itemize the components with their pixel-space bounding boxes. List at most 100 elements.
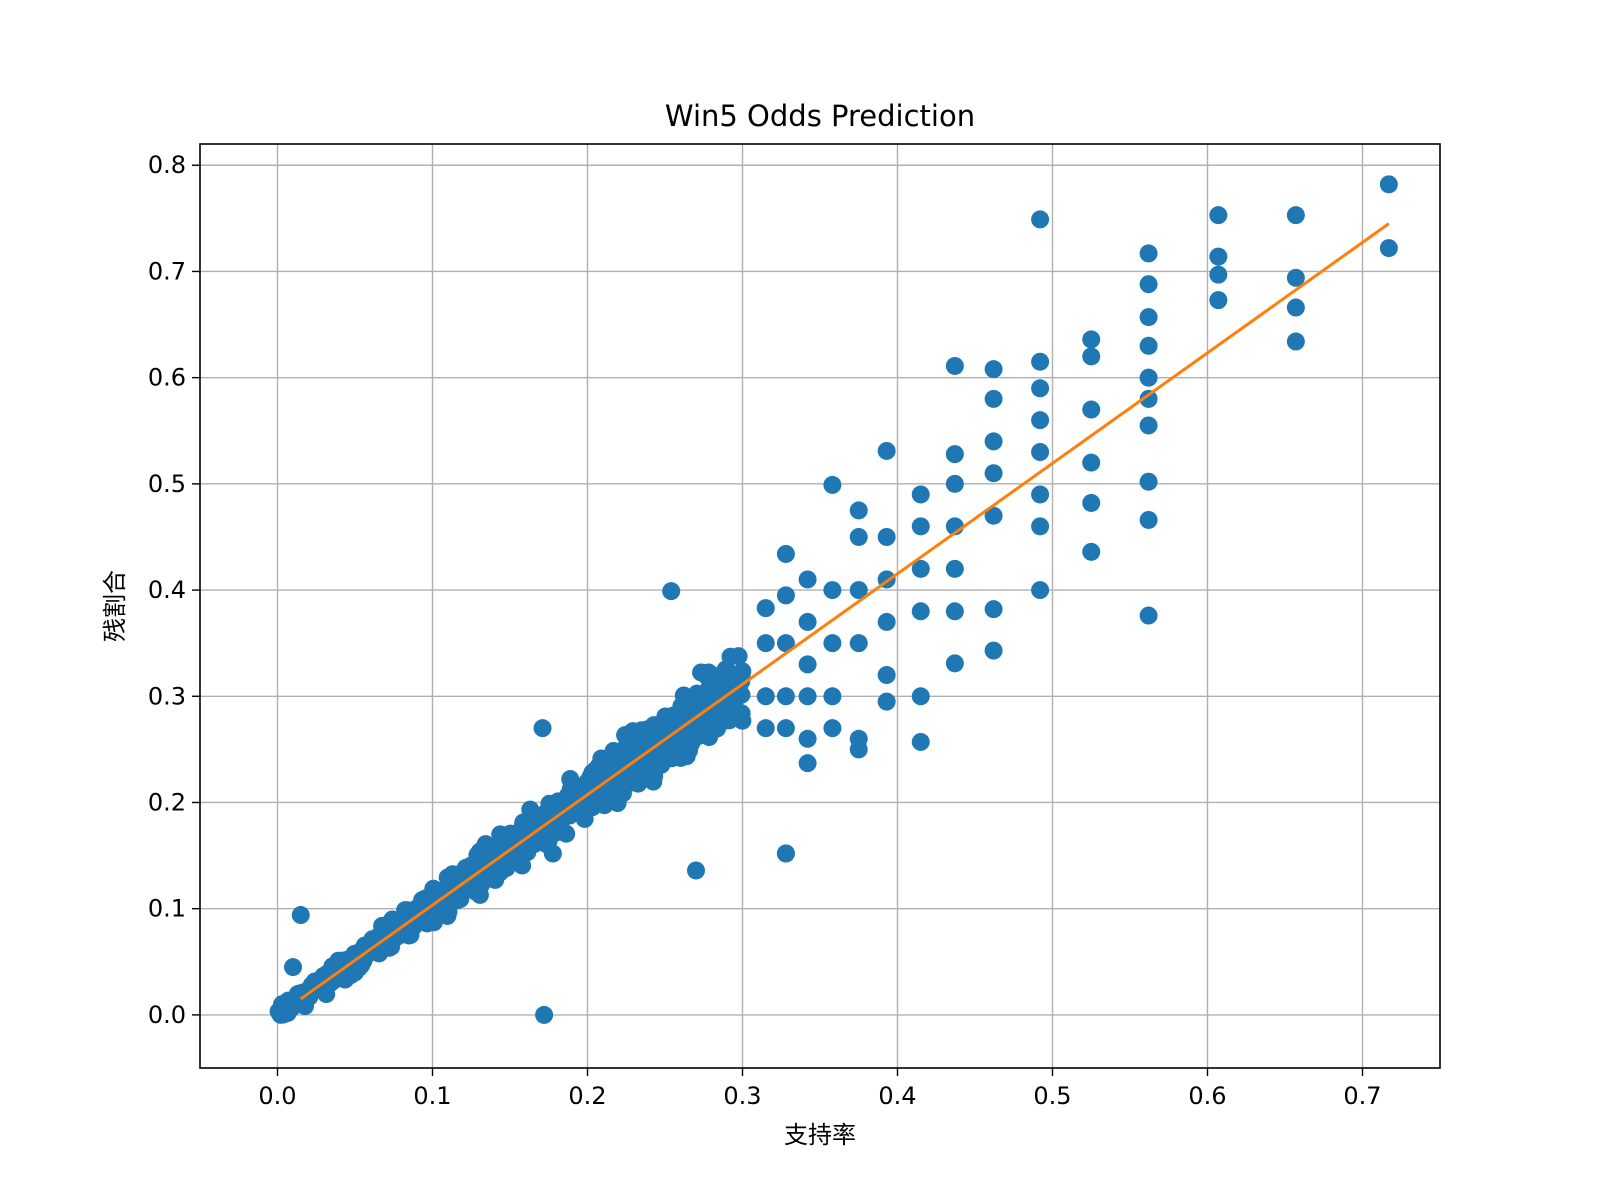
data-point [676,689,695,708]
data-point [1082,542,1101,561]
data-point [1082,330,1101,349]
y-axis-ticks: 0.0 0.1 0.2 0.3 0.4 0.5 0.6 0.7 0.8 [148,151,200,1029]
data-point [1139,275,1158,294]
data-points [269,175,1398,1024]
data-point [1286,206,1305,225]
data-point [314,970,333,989]
data-point [662,582,681,601]
chart-title: Win5 Odds Prediction [665,99,975,133]
data-point [984,506,1003,525]
data-point [1139,308,1158,327]
data-point [776,634,795,653]
data-point [561,770,580,789]
data-point [945,559,964,578]
data-point [716,660,735,679]
data-point [284,958,302,977]
data-point [877,692,896,711]
data-point [1082,400,1101,419]
data-point [798,570,817,589]
data-point [1031,352,1050,371]
y-tick-label: 0.3 [148,682,186,710]
data-point [424,879,443,898]
data-point [756,719,775,738]
data-point [945,474,964,493]
data-point [623,722,642,741]
x-tick-label: 0.5 [1033,1082,1071,1110]
x-axis-label: 支持率 [784,1121,856,1149]
data-point [984,464,1003,483]
data-point [557,824,576,843]
data-point [945,445,964,464]
y-tick-label: 0.7 [148,257,186,285]
x-tick-label: 0.6 [1188,1082,1226,1110]
data-point [427,903,446,922]
data-point [945,602,964,621]
x-tick-label: 0.7 [1343,1082,1381,1110]
data-point [823,634,842,653]
data-point [716,696,735,715]
data-point [1209,247,1228,266]
data-point [1379,175,1398,194]
data-point [1031,379,1050,398]
data-point [1209,291,1228,310]
data-point [1139,244,1158,263]
data-point [616,738,635,757]
data-point [1082,453,1101,472]
data-point [478,851,497,870]
data-point [849,581,868,600]
data-point [776,586,795,605]
data-point [533,719,552,738]
data-point [1031,210,1050,229]
data-point [1139,389,1158,408]
data-point [1139,368,1158,387]
data-point [984,600,1003,619]
grid-lines [200,144,1440,1068]
data-point [513,856,532,875]
x-tick-label: 0.0 [258,1082,296,1110]
data-point [798,729,817,748]
data-point [729,647,748,666]
x-tick-label: 0.4 [878,1082,916,1110]
data-point [291,985,310,1004]
x-axis-ticks: 0.0 0.1 0.2 0.3 0.4 0.5 0.6 0.7 [258,1068,1382,1110]
data-point [756,634,775,653]
plot-area-frame [199,143,1441,1069]
data-point [849,501,868,520]
data-point [776,687,795,706]
regression-line [299,222,1390,1001]
data-point [776,719,795,738]
data-point [1209,265,1228,284]
data-point [756,599,775,618]
data-point [708,709,727,728]
data-point [1031,517,1050,536]
data-point [317,985,336,1004]
data-point [911,687,930,706]
data-point [911,485,930,504]
y-tick-label: 0.4 [148,576,186,604]
data-point [277,998,296,1017]
data-point [586,760,605,779]
data-point [687,861,705,880]
x-tick-label: 0.3 [723,1082,761,1110]
y-tick-label: 0.0 [148,1001,186,1029]
data-point [1139,510,1158,529]
data-point [1209,206,1228,225]
data-point [1031,485,1050,504]
data-point [823,687,842,706]
data-point [945,356,964,375]
data-point [849,527,868,546]
data-point [984,389,1003,408]
y-tick-label: 0.6 [148,364,186,392]
data-point [664,706,683,725]
data-point [877,441,896,460]
data-point [1286,298,1305,317]
data-point [877,527,896,546]
fit-line [299,222,1390,1001]
data-point [1286,268,1305,287]
data-point [849,634,868,653]
data-point [1031,411,1050,430]
data-point [798,612,817,631]
data-point [291,906,310,925]
data-point [1031,443,1050,461]
